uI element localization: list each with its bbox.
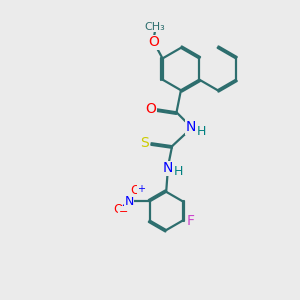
Text: F: F [187, 214, 195, 227]
Text: N: N [124, 195, 134, 208]
Text: O: O [148, 35, 159, 49]
Text: H: H [197, 125, 206, 138]
Text: +: + [137, 184, 146, 194]
Text: S: S [141, 136, 149, 150]
Text: H: H [174, 165, 184, 178]
Text: N: N [186, 120, 196, 134]
Text: CH₃: CH₃ [145, 22, 166, 32]
Text: O: O [113, 203, 123, 216]
Text: O: O [130, 184, 140, 197]
Text: −: − [119, 207, 128, 217]
Text: N: N [163, 161, 173, 175]
Text: O: O [146, 102, 156, 116]
